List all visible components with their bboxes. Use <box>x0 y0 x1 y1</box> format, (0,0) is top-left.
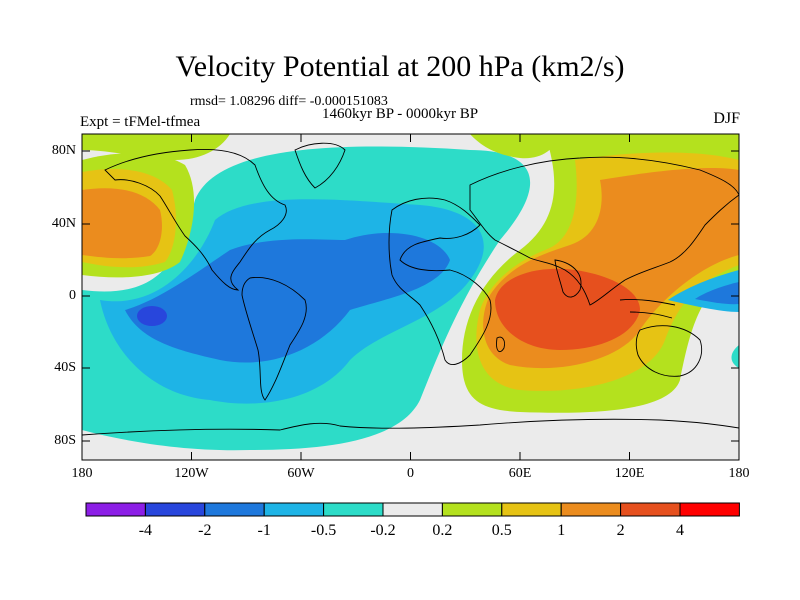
colorbar-label: -1 <box>257 522 271 539</box>
colorbar-box-7 <box>501 502 562 517</box>
y-axis-ticks <box>82 150 739 442</box>
colorbar-box-1 <box>144 502 206 517</box>
x-tick-60w: 60W <box>287 466 315 481</box>
colorbar-box-6 <box>441 502 503 517</box>
x-tick-0: 0 <box>407 466 414 481</box>
colorbar-box-4 <box>323 502 384 517</box>
experiment-label: Expt = tFMel-tfmea <box>80 114 201 130</box>
colorbar-box-8 <box>560 502 622 517</box>
x-tick-120e: 120E <box>614 466 645 481</box>
x-tick-60e: 60E <box>508 466 532 481</box>
time-period-label: 1460kyr BP - 0000kyr BP <box>322 106 479 122</box>
colorbar-label: -0.2 <box>370 522 396 539</box>
colorbar-label: 0.2 <box>432 522 453 539</box>
x-tick-120w: 120W <box>174 466 209 481</box>
colorbar-box-10 <box>679 502 740 517</box>
y-tick-80n: 80N <box>51 143 76 158</box>
colorbar-label: -4 <box>138 522 153 539</box>
colorbar-box-3 <box>263 502 325 517</box>
colorbar-label: -0.5 <box>310 522 337 539</box>
colorbar <box>85 502 740 517</box>
coastlines <box>82 142 739 436</box>
x-tick-180w: 180 <box>71 466 93 481</box>
colorbar-label: -2 <box>198 522 212 539</box>
colorbar-label: 1 <box>557 522 566 539</box>
rmsd-diff-stats: rmsd= 1.08296 diff= -0.000151083 <box>190 94 388 109</box>
y-tick-80s: 80S <box>54 433 76 448</box>
plot-title: Velocity Potential at 200 hPa (km2/s) <box>175 50 625 83</box>
colorbar-label: 4 <box>676 522 684 539</box>
season-label: DJF <box>713 110 740 127</box>
x-tick-180e: 180 <box>728 466 750 481</box>
colorbar-box-2 <box>204 502 265 517</box>
y-tick-40n: 40N <box>51 216 76 231</box>
colorbar-box-9 <box>620 502 681 517</box>
colorbar-label: 2 <box>616 522 625 539</box>
colorbar-label: 0.5 <box>491 522 512 539</box>
colorbar-box-0 <box>85 502 146 517</box>
colorbar-box-5 <box>382 502 443 517</box>
y-tick-40s: 40S <box>54 360 76 375</box>
x-axis-ticks <box>81 134 740 460</box>
y-tick-0: 0 <box>69 288 76 303</box>
